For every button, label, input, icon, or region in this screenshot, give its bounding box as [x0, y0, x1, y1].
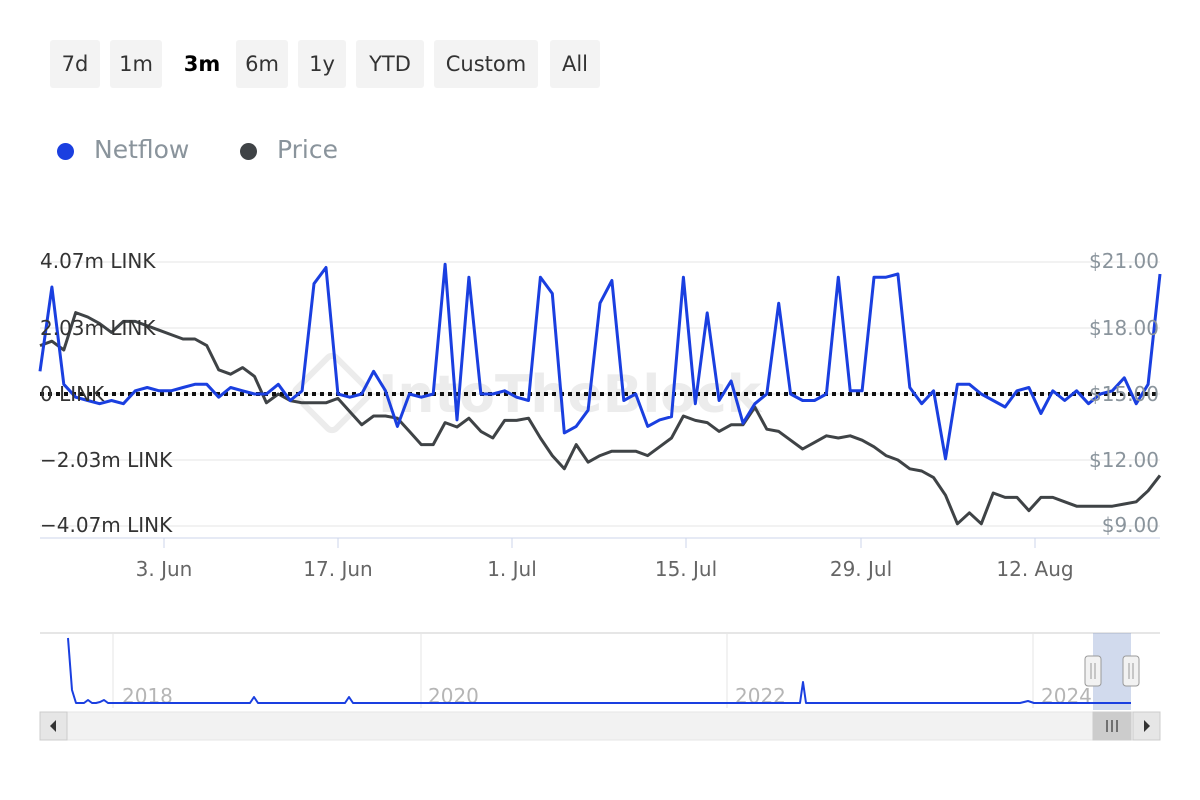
range-button-7d[interactable]: 7d [50, 40, 100, 88]
y-axis-right: $21.00 $18.00 $15.00 $12.00 $9.00 [1089, 249, 1159, 537]
y-right-tick-label: $18.00 [1089, 316, 1159, 340]
y-left-tick-label: −4.07m LINK [40, 513, 173, 537]
x-axis: 3. Jun 17. Jun 1. Jul 15. Jul 29. Jul 12. Aug [40, 537, 1160, 581]
scrollbar-track[interactable] [39, 711, 1161, 741]
y-left-tick-label: 2.03m LINK [40, 316, 156, 340]
range-button-1y[interactable]: 1y [298, 40, 346, 88]
legend-item-netflow[interactable]: Netflow [52, 130, 227, 170]
y-axis-left: 4.07m LINK 2.03m LINK 0 LINK −2.03m LINK −4.… [40, 249, 173, 537]
x-tick-label: 15. Jul [655, 557, 717, 581]
price-series [39, 311, 1162, 526]
range-button-custom[interactable]: Custom [434, 40, 538, 88]
x-tick-label: 29. Jul [830, 557, 892, 581]
navigator-year-label: 2024 [1041, 684, 1092, 708]
y-right-tick-label: $15.00 [1089, 382, 1159, 406]
handle-body [1084, 655, 1102, 687]
navigator-line [67, 637, 1131, 704]
navigator-year-label: 2018 [122, 684, 173, 708]
netflow-dot-icon [57, 143, 74, 160]
y-left-tick-label: 4.07m LINK [40, 249, 156, 273]
price-line [39, 311, 1162, 526]
legend-label-netflow: Netflow [94, 135, 190, 164]
range-button-all[interactable]: All [550, 40, 600, 88]
scroll-right-arrow-icon [1144, 720, 1150, 732]
navigator-left-handle[interactable] [1084, 655, 1102, 687]
navigator-year-label: 2022 [735, 684, 786, 708]
x-tick-label: 17. Jun [303, 557, 372, 581]
navigator-right-handle[interactable] [1122, 655, 1140, 687]
y-right-tick-label: $21.00 [1089, 249, 1159, 273]
scroll-right-button[interactable] [1132, 711, 1161, 741]
y-left-tick-label: −2.03m LINK [40, 448, 173, 472]
y-left-tick-label: 0 LINK [40, 382, 105, 406]
y-right-tick-label: $12.00 [1089, 448, 1159, 472]
x-tick-label: 3. Jun [136, 557, 193, 581]
navigator: 2018 2020 2022 2024 [39, 632, 1161, 741]
navigator-year-label: 2020 [428, 684, 479, 708]
scroll-left-arrow-icon [50, 720, 56, 732]
legend-label-price: Price [277, 135, 338, 164]
range-button-ytd[interactable]: YTD [356, 40, 424, 88]
x-tick-label: 12. Aug [996, 557, 1073, 581]
price-dot-icon [240, 143, 257, 160]
netflow-line [38, 262, 1162, 461]
range-button-1m[interactable]: 1m [110, 40, 162, 88]
range-button-3m[interactable]: 3m [175, 40, 229, 88]
legend-item-price[interactable]: Price [235, 130, 385, 170]
netflow-series [38, 262, 1162, 461]
y-right-tick-label: $9.00 [1102, 513, 1159, 537]
range-button-6m[interactable]: 6m [236, 40, 288, 88]
x-tick-label: 1. Jul [487, 557, 537, 581]
handle-body [1122, 655, 1140, 687]
